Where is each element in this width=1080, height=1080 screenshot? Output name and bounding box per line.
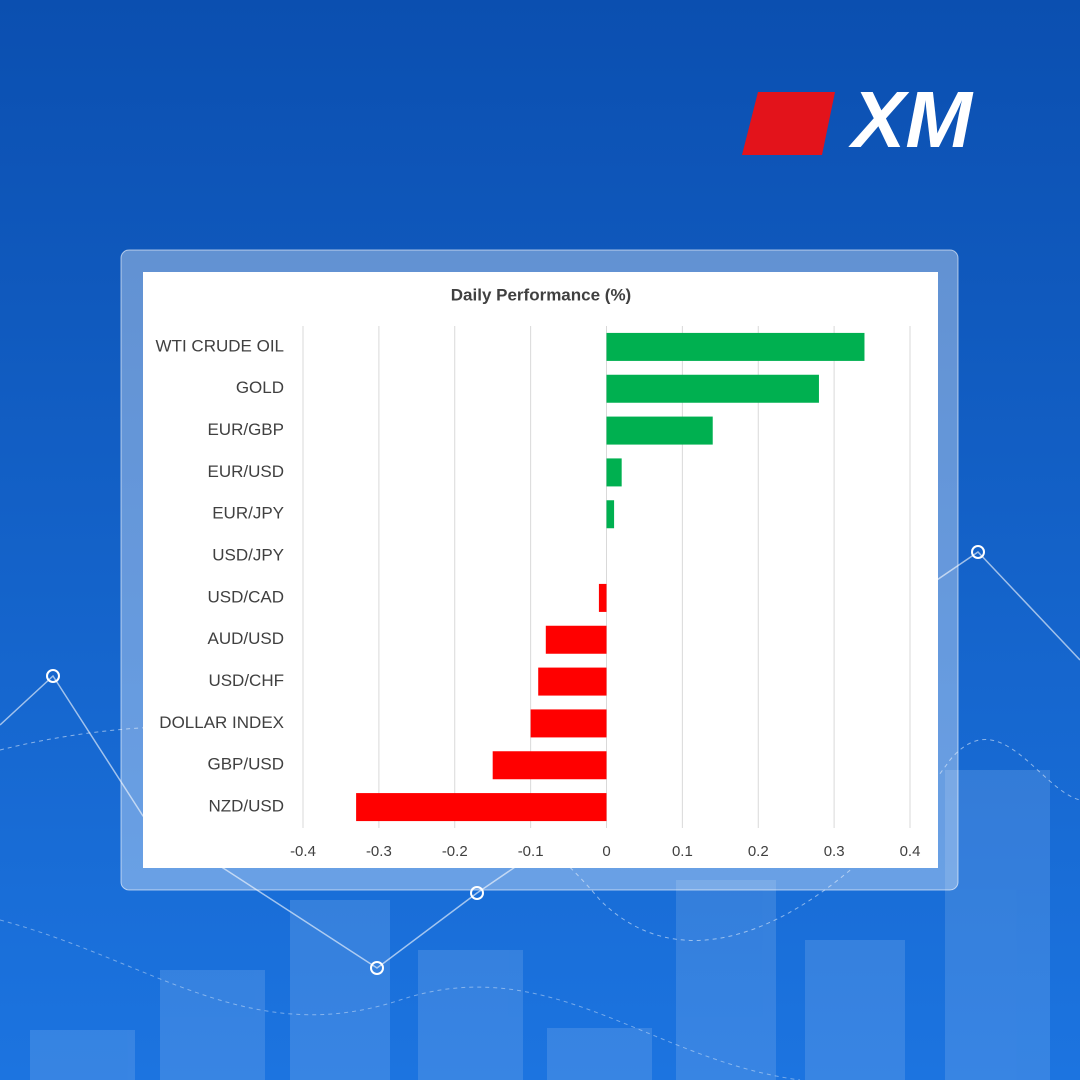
logo: XM (742, 75, 974, 164)
decor-line (0, 551, 1080, 969)
x-tick-label: 0 (602, 843, 610, 860)
decor-bars (30, 770, 1050, 1080)
bar (598, 583, 607, 612)
chart-title: Daily Performance (%) (451, 285, 631, 304)
x-tick-label: 0.4 (900, 843, 921, 860)
y-tick-label: USD/JPY (212, 546, 284, 565)
x-tick-label: 0.2 (748, 843, 769, 860)
y-tick-label: AUD/USD (207, 629, 284, 648)
bar (606, 458, 622, 487)
y-tick-label: DOLLAR INDEX (159, 713, 284, 732)
bar (356, 793, 607, 822)
x-tick-label: 0.1 (672, 843, 693, 860)
bar (530, 709, 607, 738)
y-tick-label: GBP/USD (207, 755, 284, 774)
bar (545, 625, 607, 654)
x-tick-label: -0.2 (442, 843, 468, 860)
logo-mark (742, 92, 835, 155)
bar (538, 667, 607, 696)
bar (606, 374, 819, 403)
y-tick-label: USD/CAD (207, 587, 284, 606)
plot: -0.4 -0.3 -0.2 -0.1 0 0.1 0.2 0.3 0.4 WTI CRUDE O… (156, 326, 921, 860)
bar (492, 751, 607, 780)
decor-dash (0, 919, 801, 1080)
bar (606, 500, 615, 529)
x-tick-label: -0.1 (518, 843, 544, 860)
x-tick-label: -0.3 (366, 843, 392, 860)
y-tick-label: NZD/USD (208, 797, 284, 816)
y-tick-label: EUR/GBP (207, 420, 284, 439)
logo-text: XM (848, 75, 974, 164)
decor-points (46, 545, 985, 975)
y-tick-label: USD/CHF (208, 671, 284, 690)
bar (606, 332, 865, 361)
y-tick-label: EUR/JPY (212, 504, 284, 523)
y-tick-label: GOLD (236, 378, 284, 397)
y-tick-label: WTI CRUDE OIL (156, 336, 284, 355)
bar (606, 416, 713, 445)
y-tick-label: EUR/USD (207, 462, 284, 481)
x-tick-label: 0.3 (824, 843, 845, 860)
x-tick-label: -0.4 (290, 843, 316, 860)
